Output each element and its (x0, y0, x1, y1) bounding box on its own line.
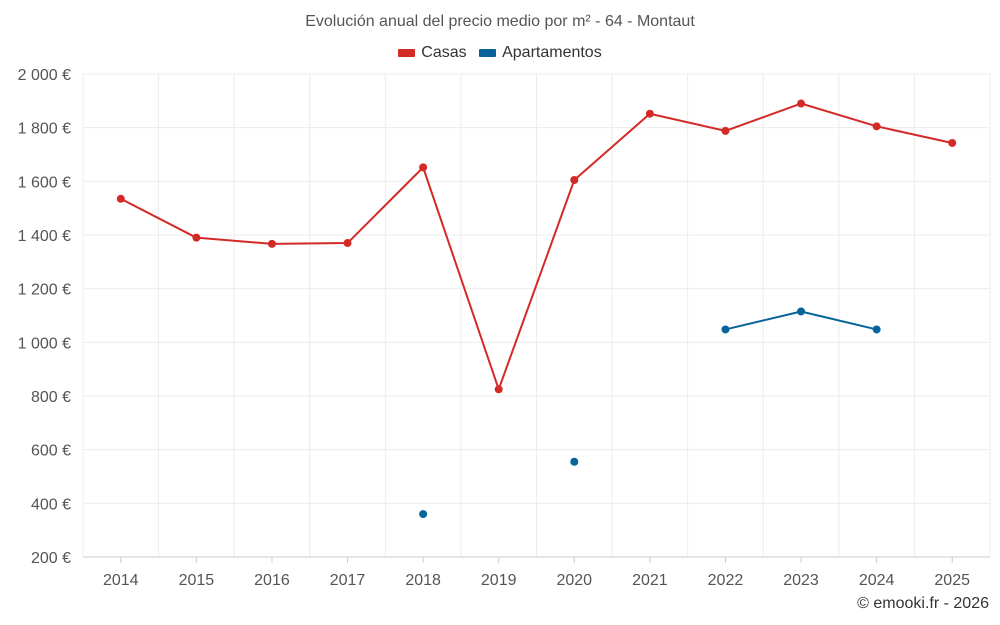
y-tick-label: 1 200 € (18, 282, 71, 299)
legend-item-casas[interactable]: Casas (398, 44, 467, 62)
y-tick-label: 1 000 € (18, 335, 71, 352)
x-tick-label: 2016 (254, 572, 290, 589)
data-point-casas-2016 (267, 239, 276, 248)
x-tick-label: 2022 (708, 572, 744, 589)
x-tick-label: 2015 (179, 572, 215, 589)
data-point-casas-2020 (570, 175, 579, 184)
data-point-casas-2022 (721, 126, 730, 135)
legend: Casas Apartamentos (0, 44, 1000, 62)
series-line-casas (119, 102, 954, 391)
y-tick-label: 1 600 € (18, 174, 71, 191)
x-tick-label: 2021 (632, 572, 668, 589)
y-tick-label: 600 € (31, 443, 71, 460)
data-point-apartamentos-2022 (721, 325, 730, 334)
x-tick-label: 2025 (934, 572, 970, 589)
data-point-casas-2019 (494, 385, 503, 394)
data-point-apartamentos-2023 (797, 307, 806, 316)
data-point-casas-2015 (192, 233, 201, 242)
data-point-casas-2024 (872, 122, 881, 131)
data-point-casas-2017 (343, 239, 352, 248)
y-tick-label: 400 € (31, 496, 71, 513)
x-tick-label: 2018 (405, 572, 441, 589)
x-tick-label: 2024 (859, 572, 895, 589)
data-point-apartamentos-2020 (570, 457, 579, 466)
data-point-apartamentos-2018 (419, 510, 428, 519)
x-tick-label: 2014 (103, 572, 139, 589)
data-point-apartamentos-2024 (872, 325, 881, 334)
x-tick-label: 2019 (481, 572, 517, 589)
x-tick-label: 2020 (556, 572, 592, 589)
x-tick-label: 2023 (783, 572, 819, 589)
legend-swatch-apartamentos (479, 48, 497, 57)
y-tick-label: 1 400 € (18, 228, 71, 245)
y-tick-label: 1 800 € (18, 121, 71, 138)
legend-label-apartamentos: Apartamentos (502, 44, 602, 61)
y-tick-label: 2 000 € (18, 67, 71, 84)
y-tick-label: 800 € (31, 389, 71, 406)
data-point-casas-2021 (645, 109, 654, 118)
data-point-casas-2014 (116, 194, 125, 203)
chart-title: Evolución anual del precio medio por m² … (305, 13, 695, 30)
credit-text: © emooki.fr - 2026 (857, 595, 989, 612)
legend-item-apartamentos[interactable]: Apartamentos (479, 44, 602, 62)
legend-label-casas: Casas (421, 44, 467, 61)
x-tick-label: 2017 (330, 572, 366, 589)
data-point-casas-2025 (948, 138, 957, 147)
y-tick-label: 200 € (31, 550, 71, 567)
legend-swatch-casas (398, 48, 416, 57)
data-point-casas-2023 (797, 99, 806, 108)
data-point-casas-2018 (419, 163, 428, 172)
